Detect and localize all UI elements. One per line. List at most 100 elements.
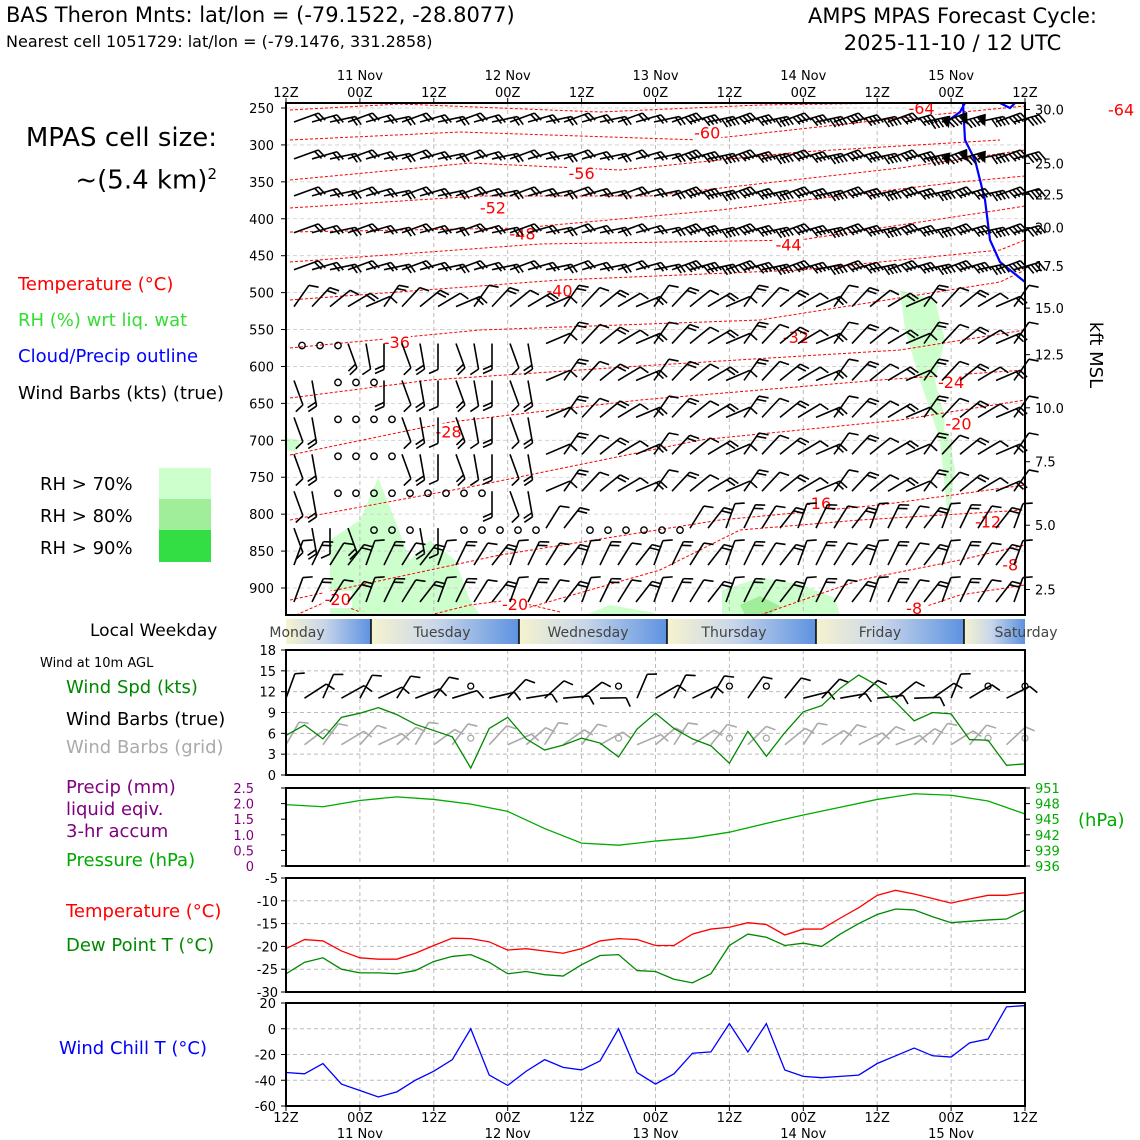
wind-barb: [419, 261, 452, 272]
barb-flag: [321, 581, 332, 584]
legend-temperature: Temperature (°C): [18, 274, 174, 295]
barb-flag: [668, 432, 679, 436]
barb-staff: [815, 541, 829, 566]
barb-staff: [563, 358, 580, 381]
barb-staff: [761, 397, 781, 418]
barb-staff: [689, 505, 705, 529]
barb-flag: [866, 400, 877, 406]
wind-barb: [689, 326, 720, 345]
barb-staff: [311, 541, 325, 566]
barb-staff: [869, 326, 891, 345]
wind-barb: [599, 289, 630, 308]
barb-flag: [1012, 262, 1021, 272]
windchill-tick-label: -40: [255, 1074, 276, 1089]
barb-staff: [401, 380, 412, 406]
pressure-label: Pressure (hPa): [66, 850, 196, 871]
wind-barb: [851, 114, 884, 127]
barb-flag: [1034, 152, 1043, 161]
barb-flag: [835, 297, 844, 306]
wind-barb: [941, 434, 970, 455]
barb-flag: [969, 544, 980, 547]
barb-flag: [457, 478, 466, 487]
wind-barb: [365, 539, 385, 566]
barb-staff: [710, 724, 728, 746]
barb-flag: [686, 400, 697, 406]
barb-staff: [833, 395, 850, 418]
barb-staff: [599, 326, 621, 345]
barb-flag: [919, 734, 928, 743]
barb-flag: [724, 191, 733, 201]
wind-barb: [761, 471, 790, 492]
wind-barb: [959, 326, 990, 345]
wind-barb: [995, 223, 1028, 236]
barb-flag: [850, 226, 859, 235]
barb-flag: [660, 114, 668, 123]
barb-staff: [995, 112, 1021, 123]
barb-flag: [415, 364, 425, 372]
barb-staff: [378, 686, 403, 699]
barb-staff: [743, 541, 757, 566]
wind-barb: [995, 443, 1028, 456]
calm-circle-grid: [467, 734, 475, 742]
barb-staff: [509, 490, 520, 516]
barb-flag: [836, 116, 844, 126]
barb-staff: [433, 676, 450, 699]
barb-staff: [725, 112, 751, 123]
barb-flag: [336, 114, 344, 123]
barb-flag: [738, 227, 747, 236]
barb-flag: [883, 266, 891, 276]
wind-barb: [563, 506, 590, 529]
wind-barb: [959, 289, 990, 308]
pressure-tick-label: 700: [249, 434, 274, 449]
barb-flag: [976, 402, 987, 409]
wind-barb: [977, 440, 1009, 455]
barb-flag: [548, 115, 557, 124]
wind-barb: [361, 343, 372, 376]
wind-barb: [581, 224, 614, 235]
barb-flag: [729, 403, 739, 411]
wind-barb: [374, 380, 385, 412]
barb-staff: [365, 187, 392, 197]
wind-barb: [365, 261, 398, 272]
barb-flag: [710, 189, 719, 198]
temperature-tick-label: -20: [257, 940, 278, 955]
weekday-label: Saturday: [994, 625, 1057, 641]
wind-barb: [455, 295, 488, 308]
wind-barb: [743, 321, 769, 344]
barb-flag: [979, 363, 990, 370]
barb-flag: [979, 400, 990, 407]
barb-flag: [494, 115, 503, 124]
barb-flag: [552, 114, 560, 123]
barb-flag: [505, 546, 516, 551]
barb-staff: [689, 542, 705, 566]
wind-barb: [523, 417, 534, 450]
barb-staff: [671, 578, 685, 603]
barb-flag: [668, 321, 679, 325]
wind-barb: [635, 261, 668, 272]
barb-flag: [393, 544, 404, 547]
barb-staff: [527, 343, 534, 370]
barb-flag: [329, 286, 340, 292]
barb-staff: [329, 189, 356, 197]
barb-staff: [383, 115, 410, 123]
barb-flag: [894, 153, 902, 162]
temp-label-bg: [996, 556, 1025, 574]
temp-contour: [289, 269, 1026, 349]
barb-flag: [822, 188, 830, 197]
wind-barb-grid: [433, 728, 464, 746]
barb-staff: [293, 186, 319, 197]
barb-staff: [455, 380, 466, 406]
barb-flag: [904, 262, 913, 272]
barb-flag: [523, 401, 533, 409]
barb-staff: [833, 432, 850, 455]
barb-staff: [293, 223, 319, 234]
top-date-label: 12 Nov: [485, 69, 531, 84]
barb-flag: [829, 266, 837, 276]
wind-barb: [491, 263, 524, 274]
wind-barb: [527, 187, 560, 198]
wind-barb: [941, 323, 970, 345]
temp-contour-label: -20: [325, 590, 351, 609]
barb-staff: [969, 684, 993, 699]
barb-staff: [491, 263, 518, 271]
